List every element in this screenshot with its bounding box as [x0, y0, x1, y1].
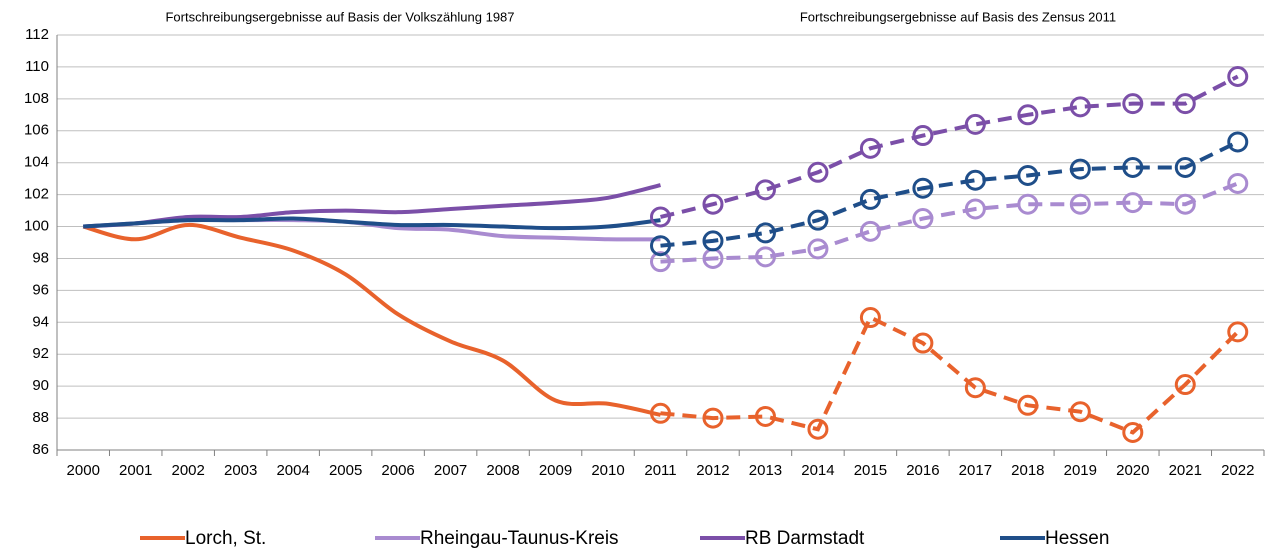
census-marker — [1122, 192, 1144, 214]
census-marker — [754, 222, 776, 244]
x-tick-label: 2000 — [67, 462, 100, 479]
census-marker — [650, 206, 671, 228]
annotation: Fortschreibungsergebnisse auf Basis des … — [800, 9, 1116, 24]
census-marker — [754, 405, 776, 427]
census-line — [660, 314, 1240, 435]
census-marker — [1174, 156, 1196, 178]
census-marker — [1069, 96, 1091, 118]
census-marker — [650, 402, 671, 424]
y-tick-label: 92 — [32, 345, 49, 362]
census-marker — [1227, 66, 1249, 87]
x-tick-label: 2021 — [1169, 462, 1202, 479]
census-marker — [1069, 401, 1091, 423]
y-tick-label: 112 — [25, 26, 49, 43]
y-tick-label: 102 — [24, 186, 49, 203]
legend-label: RB Darmstadt — [745, 528, 865, 549]
census-marker — [1227, 172, 1249, 194]
y-tick-label: 104 — [24, 154, 49, 171]
x-tick-label: 2005 — [329, 462, 362, 479]
census-marker — [1174, 193, 1196, 215]
y-tick-label: 108 — [24, 90, 49, 107]
y-tick-label: 88 — [32, 409, 49, 426]
census-marker — [912, 208, 934, 230]
census-marker — [702, 193, 724, 215]
x-tick-label: 2007 — [434, 462, 467, 479]
y-tick-label: 98 — [32, 249, 49, 266]
legend-label: Hessen — [1045, 528, 1109, 549]
x-tick-label: 2006 — [381, 462, 414, 479]
census-marker — [807, 238, 829, 260]
x-tick-label: 2011 — [644, 462, 676, 479]
x-tick-label: 2018 — [1011, 462, 1044, 479]
census-marker — [1069, 158, 1091, 180]
census-marker — [964, 169, 986, 191]
x-tick-label: 2002 — [172, 462, 205, 479]
census-marker — [650, 251, 671, 273]
x-tick-label: 2013 — [749, 462, 782, 479]
census-marker — [1174, 374, 1196, 396]
x-tick-label: 2019 — [1064, 462, 1097, 479]
x-tick-label: 2003 — [224, 462, 257, 479]
census-marker — [807, 418, 829, 440]
census-marker — [859, 220, 881, 242]
census-marker — [807, 161, 829, 183]
legend-label: Lorch, St. — [185, 528, 266, 549]
census-marker — [1122, 93, 1144, 115]
census-marker — [754, 246, 776, 268]
x-tick-label: 2015 — [854, 462, 887, 479]
x-tick-label: 2014 — [801, 462, 834, 479]
y-tick-label: 106 — [24, 122, 49, 139]
annotation: Fortschreibungsergebnisse auf Basis der … — [165, 9, 514, 24]
census-marker — [1227, 131, 1249, 153]
census-marker — [1122, 421, 1144, 443]
census-line — [660, 74, 1239, 219]
y-tick-label: 100 — [24, 218, 49, 235]
census-marker — [912, 177, 934, 199]
x-tick-label: 2008 — [486, 462, 519, 479]
census-marker — [964, 198, 986, 220]
x-tick-label: 2001 — [119, 462, 152, 479]
series-line — [83, 183, 661, 229]
series-line — [82, 222, 661, 417]
census-marker — [859, 307, 881, 329]
census-marker — [1017, 104, 1039, 126]
census-marker — [1017, 193, 1039, 215]
census-marker — [1017, 394, 1039, 416]
census-marker — [859, 188, 881, 210]
x-tick-label: 2020 — [1116, 462, 1149, 479]
census-marker — [964, 377, 986, 399]
y-tick-label: 110 — [25, 58, 49, 75]
x-tick-label: 2004 — [276, 462, 309, 479]
census-marker — [1069, 193, 1091, 215]
x-tick-label: 2010 — [591, 462, 624, 479]
census-marker — [1174, 93, 1196, 115]
census-marker — [859, 137, 881, 159]
census-marker — [1017, 164, 1039, 186]
legend-label: Rheingau-Taunus-Kreis — [420, 528, 619, 549]
census-marker — [912, 332, 934, 354]
x-tick-label: 2016 — [906, 462, 939, 479]
census-marker — [912, 125, 934, 147]
y-tick-label: 90 — [32, 377, 49, 394]
census-marker — [702, 230, 724, 252]
x-tick-label: 2022 — [1221, 462, 1254, 479]
census-marker — [807, 209, 829, 231]
census-marker — [1122, 156, 1144, 178]
x-tick-label: 2012 — [696, 462, 729, 479]
series-line — [83, 216, 661, 231]
x-tick-label: 2009 — [539, 462, 572, 479]
census-marker — [1227, 321, 1249, 343]
y-tick-label: 94 — [32, 313, 49, 330]
y-tick-label: 86 — [32, 441, 49, 458]
census-marker — [702, 407, 724, 429]
census-marker — [754, 179, 776, 201]
census-marker — [650, 235, 671, 257]
y-tick-label: 96 — [32, 281, 49, 298]
census-marker — [964, 113, 986, 135]
x-tick-label: 2017 — [959, 462, 992, 479]
